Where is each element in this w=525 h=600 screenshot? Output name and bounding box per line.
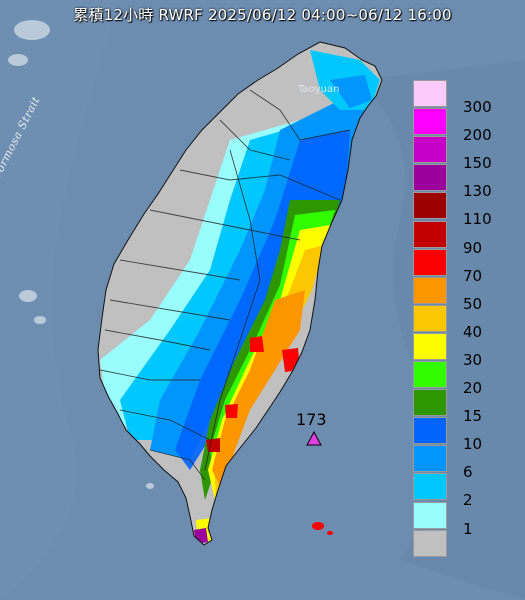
orchid-island-rain: [327, 531, 333, 535]
legend-label: 15: [463, 407, 483, 426]
legend-swatch: [413, 136, 447, 164]
legend-label: 300: [463, 98, 492, 116]
legend-label: 200: [463, 126, 492, 145]
legend-swatch: [413, 276, 447, 304]
legend-label: 2: [463, 491, 473, 510]
legend-label: 110: [463, 210, 492, 229]
green-island-rain: [312, 522, 324, 530]
offshore-islands: [8, 20, 154, 489]
legend-swatch: [413, 248, 447, 276]
legend-swatch: [413, 220, 447, 248]
legend-label: 1: [463, 519, 473, 538]
ocean-shallow: [0, 0, 120, 600]
max-rainfall-marker: [306, 430, 322, 446]
legend-label: 10: [463, 435, 483, 454]
legend-swatch: [413, 80, 447, 107]
legend-label: 20: [463, 379, 483, 397]
legend-swatch: [413, 108, 447, 136]
legend-label: 70: [463, 266, 483, 285]
legend-swatch: [413, 192, 447, 220]
legend-swatch: [413, 417, 447, 445]
legend-swatch: [413, 529, 447, 557]
legend-label: 6: [463, 463, 473, 482]
coastline: [97, 41, 383, 546]
legend-label: 130: [463, 182, 492, 201]
legend-swatch: [413, 164, 447, 192]
legend-swatch: [413, 332, 447, 360]
map-title: 累積12小時 RWRF 2025/06/12 04:00~06/12 16:00: [73, 6, 452, 24]
legend-swatch: [413, 304, 447, 332]
legend-label: 50: [463, 294, 483, 313]
legend-swatch: [413, 501, 447, 529]
legend-label: 40: [463, 322, 483, 341]
city-label: Taoyuan: [298, 84, 340, 95]
max-rainfall-value: 173: [296, 410, 327, 429]
legend-label: 90: [463, 238, 483, 257]
legend-swatch: [413, 473, 447, 501]
legend-swatch: [413, 445, 447, 473]
county-boundaries: [99, 89, 351, 481]
legend-label: 30: [463, 350, 483, 369]
legend-swatch: [413, 361, 447, 388]
legend-label: 150: [463, 154, 492, 173]
legend-swatch: [413, 389, 447, 417]
